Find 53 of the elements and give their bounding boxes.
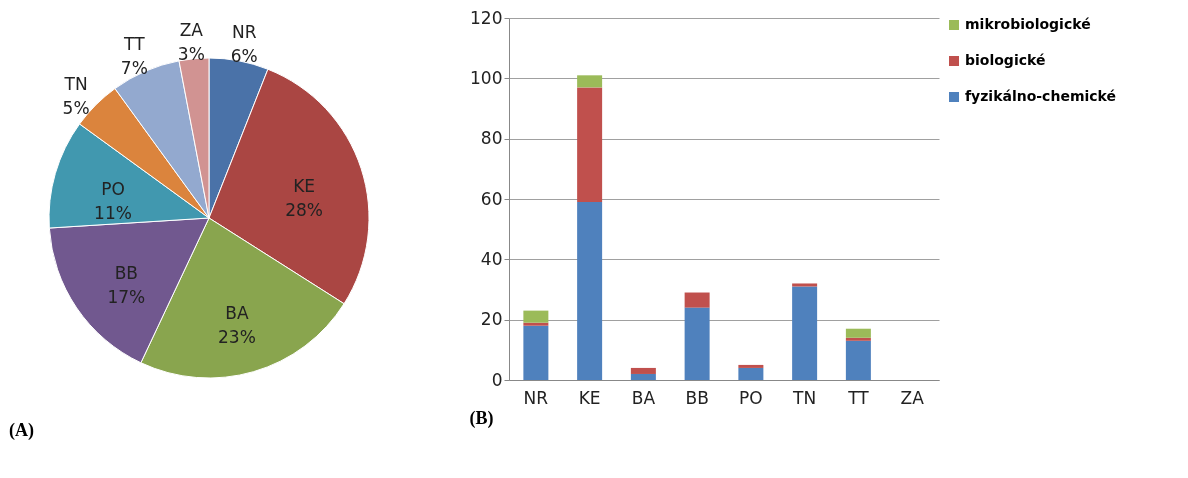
x-tick-label: KE: [578, 387, 601, 408]
slice-label: TN: [63, 74, 88, 95]
y-tick-label: 60: [480, 188, 503, 209]
bar: [523, 322, 549, 326]
data-label: 7%: [120, 58, 148, 79]
x-tick-label: ZA: [900, 387, 925, 408]
bar: [577, 75, 603, 88]
y-tick-label: 20: [480, 309, 503, 330]
bar: [738, 364, 764, 368]
bar: [523, 310, 549, 323]
legend-label: fyzikálno-chemické: [965, 88, 1116, 104]
x-tick-label: NR: [523, 387, 549, 408]
text: (B): [469, 408, 494, 429]
y-tick-label: 120: [470, 7, 503, 28]
bar: [845, 340, 871, 380]
bar: [630, 367, 656, 374]
bar: [845, 328, 871, 338]
slice-label: BB: [114, 263, 138, 284]
bar: [792, 286, 818, 380]
y-tick-label: 100: [470, 67, 503, 88]
x-tick-label: BB: [685, 387, 709, 408]
slice-label: ZA: [179, 19, 204, 40]
y-tick-label: 80: [480, 128, 503, 149]
slice-label: PO: [101, 179, 125, 200]
bar: [577, 202, 603, 380]
data-label: 3%: [177, 43, 205, 64]
slice-label: TT: [123, 34, 146, 55]
data-label: 17%: [107, 287, 146, 308]
bar: [845, 337, 871, 341]
legend-label: mikrobiologické: [965, 16, 1091, 32]
data-label: 5%: [62, 98, 90, 119]
bar: [792, 283, 818, 287]
bar: [630, 373, 656, 380]
data-label: 11%: [94, 203, 132, 224]
data-label: 23%: [218, 327, 256, 348]
slice-label: KE: [293, 176, 316, 197]
slice-label: BA: [225, 303, 249, 324]
slice-label: NR: [231, 22, 257, 43]
bar: [738, 367, 764, 380]
y-tick-label: 40: [480, 248, 503, 269]
x-tick-label: TN: [792, 387, 817, 408]
x-tick-label: BA: [631, 387, 656, 408]
x-tick-label: TT: [847, 387, 870, 408]
bar: [577, 87, 603, 203]
bar: [523, 325, 549, 380]
text: (A): [9, 420, 34, 441]
bar: [684, 307, 710, 380]
legend-label: biologické: [965, 52, 1046, 68]
data-label: 28%: [285, 200, 323, 221]
y-tick-label: 0: [491, 369, 503, 390]
data-label: 6%: [230, 46, 258, 67]
bar: [684, 292, 710, 308]
x-tick-label: PO: [739, 387, 763, 408]
